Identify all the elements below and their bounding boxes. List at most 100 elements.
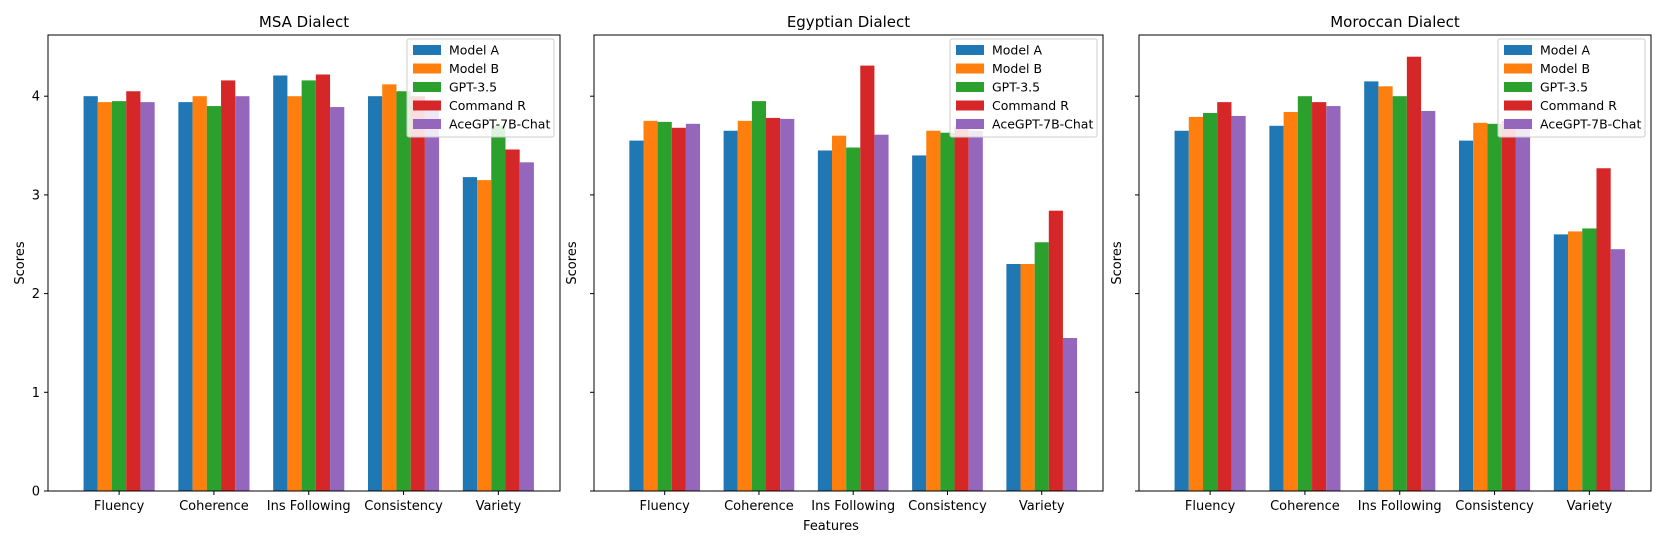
bar-command-r-variety — [505, 149, 520, 492]
bar-model-a-consistency — [368, 96, 383, 491]
x-tick-label: Fluency — [639, 499, 690, 514]
x-tick-label: Variety — [476, 499, 522, 514]
bar-gpt-3-5-variety — [1582, 228, 1597, 491]
bar-gpt-3-5-variety — [1034, 242, 1049, 491]
bar-acegpt-7b-chat-fluency — [685, 123, 701, 491]
legend-swatch — [1504, 119, 1532, 129]
bar-command-r-consistency — [410, 96, 425, 491]
bar-command-r-variety — [1048, 210, 1063, 491]
y-tick-label: 1 — [32, 386, 40, 401]
bar-model-b-fluency — [1188, 116, 1203, 492]
x-tick-label: Consistency — [1455, 499, 1534, 514]
bar-gpt-3-5-ins-following — [301, 80, 316, 492]
bar-model-a-fluency — [629, 140, 644, 492]
legend-swatch — [1504, 63, 1532, 74]
legend-label: Model A — [992, 43, 1043, 58]
y-axis-label: Scores — [565, 241, 580, 284]
x-tick-label: Fluency — [94, 499, 145, 514]
x-tick-label: Variety — [1567, 499, 1613, 514]
bar-model-a-variety — [1553, 234, 1569, 491]
x-tick-label: Coherence — [1270, 499, 1340, 514]
legend-label: Command R — [1540, 98, 1617, 113]
x-tick-label: Ins Following — [1358, 499, 1442, 514]
bar-acegpt-7b-chat-ins-following — [1421, 111, 1436, 491]
bar-model-b-variety — [1568, 231, 1583, 492]
bar-gpt-3-5-fluency — [1203, 112, 1218, 491]
bar-acegpt-7b-chat-variety — [1610, 249, 1625, 491]
x-tick-label: Coherence — [724, 499, 794, 514]
legend-swatch — [956, 100, 984, 111]
legend-label: AceGPT-7B-Chat — [449, 117, 550, 132]
bar-model-b-variety — [477, 180, 492, 491]
bar-command-r-ins-following — [315, 74, 331, 491]
bar-command-r-fluency — [126, 91, 141, 491]
legend-label: Model B — [449, 61, 499, 76]
legend-swatch — [956, 119, 984, 129]
bar-model-a-consistency — [1459, 140, 1474, 492]
legend-swatch — [413, 45, 441, 55]
chart-panel-2: Fluency Coherence Ins Following Consistency… — [565, 13, 1104, 514]
x-tick-label: Ins Following — [811, 499, 895, 514]
axes-frame — [1138, 34, 1652, 492]
bar-model-b-consistency — [1473, 122, 1488, 491]
bar-gpt-3-5-consistency — [940, 132, 955, 491]
legend-label: AceGPT-7B-Chat — [1540, 117, 1641, 132]
chart-title: MSA Dialect — [259, 13, 349, 31]
bar-model-a-ins-following — [1364, 81, 1379, 491]
bar-gpt-3-5-coherence — [1297, 96, 1313, 491]
legend-swatch — [1504, 100, 1532, 111]
bar-gpt-3-5-fluency — [112, 101, 127, 491]
bar-model-b-consistency — [382, 84, 397, 491]
legend-box — [406, 38, 555, 138]
legend-label: Model A — [449, 43, 500, 58]
bar-model-b-coherence — [1283, 111, 1298, 492]
bar-model-b-fluency — [643, 120, 658, 492]
y-axis-label: Scores — [1110, 241, 1125, 284]
bar-command-r-variety — [1596, 168, 1611, 491]
bar-model-b-consistency — [926, 130, 941, 492]
legend-label: Model B — [992, 61, 1042, 76]
y-tick-label: 4 — [32, 90, 40, 105]
bar-gpt-3-5-coherence — [206, 106, 222, 491]
bar-model-a-variety — [462, 177, 478, 491]
bar-model-a-fluency — [83, 96, 98, 491]
legend-label: Model B — [1540, 61, 1590, 76]
legend-swatch — [1504, 82, 1532, 92]
legend-swatch — [413, 100, 441, 111]
legend-label: Command R — [992, 98, 1069, 113]
y-axis-label: Scores — [13, 241, 28, 284]
bar-acegpt-7b-chat-consistency — [424, 101, 440, 491]
bar-acegpt-7b-chat-coherence — [235, 96, 250, 491]
axes-frame — [47, 34, 561, 492]
legend-swatch — [1504, 45, 1532, 55]
bar-gpt-3-5-ins-following — [1392, 96, 1407, 491]
bar-model-b-ins-following — [1378, 86, 1393, 491]
bar-acegpt-7b-chat-ins-following — [874, 134, 889, 491]
bar-model-b-coherence — [737, 120, 752, 492]
bar-model-b-variety — [1020, 263, 1035, 491]
bar-acegpt-7b-chat-coherence — [780, 118, 795, 492]
x-tick-label: Ins Following — [267, 499, 351, 514]
bar-acegpt-7b-chat-variety — [519, 162, 534, 491]
bar-model-a-coherence — [723, 130, 738, 492]
legend: Model A Model B GPT-3.5 Command R AceGPT-7B-… — [406, 38, 555, 138]
x-tick-label: Consistency — [364, 499, 443, 514]
legend-label: GPT-3.5 — [992, 80, 1040, 95]
bar-gpt-3-5-ins-following — [846, 147, 861, 491]
legend-swatch — [956, 82, 984, 92]
chart-panel-3: Fluency Coherence Ins Following Consistency… — [1110, 13, 1652, 514]
bar-model-a-ins-following — [273, 75, 288, 491]
legend-label: AceGPT-7B-Chat — [992, 117, 1093, 132]
bar-command-r-fluency — [671, 127, 686, 491]
legend-swatch — [413, 119, 441, 129]
legend-swatch — [956, 45, 984, 55]
legend-label: GPT-3.5 — [1540, 80, 1588, 95]
bar-model-a-consistency — [912, 155, 927, 492]
figure-x-axis-label: Features — [803, 519, 859, 534]
legend-box — [1497, 38, 1646, 138]
chart-panel-1: Fluency Coherence Ins Following Consistency… — [13, 13, 561, 514]
bar-command-r-fluency — [1217, 102, 1232, 492]
x-tick-label: Variety — [1019, 499, 1065, 514]
bar-gpt-3-5-consistency — [396, 91, 411, 491]
bar-model-b-ins-following — [832, 135, 847, 491]
